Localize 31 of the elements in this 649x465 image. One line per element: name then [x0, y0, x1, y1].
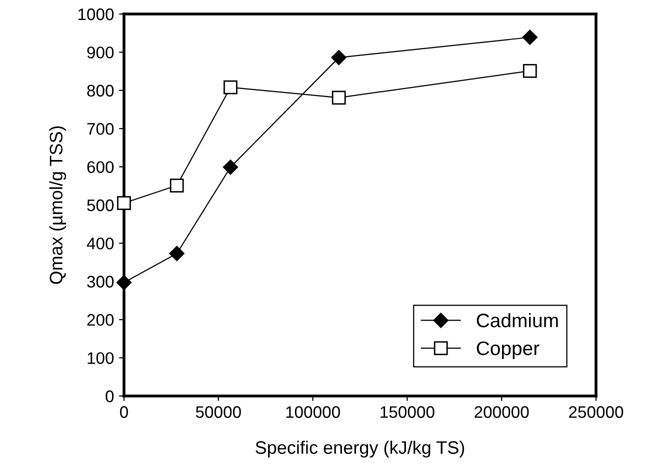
y-tick-label: 900 — [87, 46, 114, 58]
point — [332, 90, 346, 105]
point — [169, 246, 184, 262]
y-tick-label: 100 — [88, 352, 114, 364]
point — [522, 30, 538, 45]
point — [222, 160, 238, 175]
x-tick-label: 250000 — [569, 406, 624, 418]
point — [331, 50, 346, 66]
x-tick-label: 50000 — [196, 406, 241, 418]
y-axis-title: Qmax (µmol/g TSS) — [49, 126, 66, 284]
x-tick-label: 0 — [120, 406, 128, 418]
y-tick-label: 700 — [87, 123, 114, 135]
legend-label: Cadmium — [476, 313, 558, 328]
x-tick-label: 200000 — [474, 406, 529, 418]
y-tick-label: 600 — [87, 161, 114, 174]
y-tick-label: 300 — [87, 276, 114, 288]
x-axis-title: Specific energy (kJ/kg TS) — [256, 440, 464, 458]
point — [116, 274, 132, 290]
y-tick-label: 0 — [106, 390, 114, 402]
y-tick-label: 500 — [87, 199, 114, 212]
point — [522, 64, 537, 78]
point — [117, 196, 131, 210]
y-tick-label: 400 — [86, 238, 114, 250]
x-tick-label: 150000 — [380, 406, 434, 418]
y-tick-label: 1000 — [78, 8, 114, 20]
point — [224, 80, 238, 94]
y-tick-label: 200 — [87, 314, 114, 326]
legend-label: Copper — [476, 341, 540, 360]
y-tick-label: 800 — [87, 84, 114, 97]
point — [170, 178, 184, 192]
x-tick-label: 100000 — [286, 406, 340, 418]
